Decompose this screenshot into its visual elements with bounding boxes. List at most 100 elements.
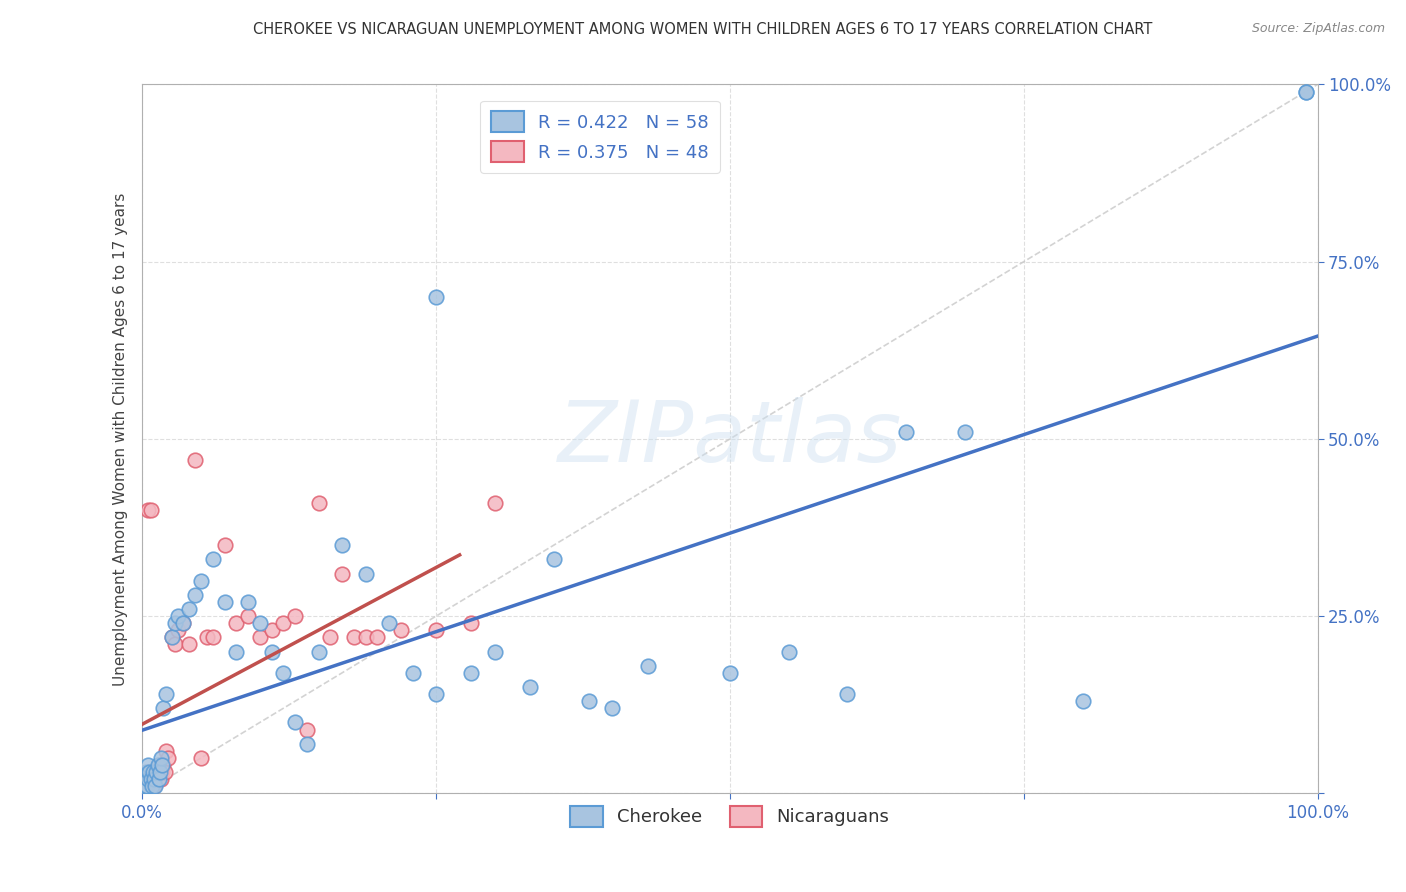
Point <box>543 552 565 566</box>
Point <box>330 566 353 581</box>
Point <box>148 758 170 772</box>
Point <box>139 772 162 787</box>
Legend: Cherokee, Nicaraguans: Cherokee, Nicaraguans <box>564 798 897 834</box>
Point <box>236 609 259 624</box>
Point <box>249 616 271 631</box>
Point <box>214 538 236 552</box>
Point <box>143 772 166 787</box>
Point <box>389 624 412 638</box>
Point <box>425 687 447 701</box>
Point <box>146 772 169 787</box>
Point <box>138 765 160 780</box>
Point <box>157 751 180 765</box>
Point <box>778 644 800 658</box>
Point <box>1295 85 1317 99</box>
Point <box>149 765 172 780</box>
Point <box>136 503 159 517</box>
Point <box>142 765 165 780</box>
Point <box>150 772 173 787</box>
Point <box>135 765 157 780</box>
Point <box>141 772 163 787</box>
Point <box>132 779 155 793</box>
Text: Source: ZipAtlas.com: Source: ZipAtlas.com <box>1251 22 1385 36</box>
Point <box>179 638 201 652</box>
Point <box>425 624 447 638</box>
Point <box>135 779 157 793</box>
Point <box>136 765 159 780</box>
Point <box>143 779 166 793</box>
Point <box>139 503 162 517</box>
Point <box>273 616 295 631</box>
Point <box>134 772 156 787</box>
Point <box>172 616 194 631</box>
Point <box>602 701 624 715</box>
Point <box>1295 85 1317 99</box>
Point <box>1071 694 1094 708</box>
Point <box>354 631 377 645</box>
Point <box>366 631 388 645</box>
Point <box>295 723 318 737</box>
Point <box>160 631 183 645</box>
Point <box>273 665 295 680</box>
Point <box>378 616 401 631</box>
Point <box>260 624 283 638</box>
Point <box>225 616 247 631</box>
Point <box>135 772 157 787</box>
Point <box>136 758 159 772</box>
Point <box>308 496 330 510</box>
Point <box>153 765 176 780</box>
Point <box>152 758 174 772</box>
Point <box>354 566 377 581</box>
Point <box>284 715 307 730</box>
Point <box>132 779 155 793</box>
Point <box>143 772 166 787</box>
Point <box>425 290 447 304</box>
Point <box>225 644 247 658</box>
Point <box>460 616 482 631</box>
Point <box>260 644 283 658</box>
Point <box>190 751 212 765</box>
Point <box>519 680 541 694</box>
Point <box>149 765 172 780</box>
Point <box>343 631 366 645</box>
Point <box>896 425 918 439</box>
Point <box>166 609 188 624</box>
Point <box>136 779 159 793</box>
Point <box>155 744 177 758</box>
Point <box>166 624 188 638</box>
Point <box>484 496 506 510</box>
Point <box>152 701 174 715</box>
Point <box>295 737 318 751</box>
Point <box>330 538 353 552</box>
Point <box>150 765 173 780</box>
Point <box>138 772 160 787</box>
Text: CHEROKEE VS NICARAGUAN UNEMPLOYMENT AMONG WOMEN WITH CHILDREN AGES 6 TO 17 YEARS: CHEROKEE VS NICARAGUAN UNEMPLOYMENT AMON… <box>253 22 1153 37</box>
Point <box>145 765 167 780</box>
Point <box>142 765 165 780</box>
Point <box>578 694 600 708</box>
Point <box>184 453 207 467</box>
Point <box>837 687 859 701</box>
Point <box>160 631 183 645</box>
Point <box>190 574 212 588</box>
Y-axis label: Unemployment Among Women with Children Ages 6 to 17 years: Unemployment Among Women with Children A… <box>114 192 128 686</box>
Point <box>143 779 166 793</box>
Point <box>150 758 173 772</box>
Point <box>249 631 271 645</box>
Point <box>484 644 506 658</box>
Point <box>637 658 659 673</box>
Point <box>139 765 162 780</box>
Point <box>148 772 170 787</box>
Point <box>195 631 218 645</box>
Point <box>184 588 207 602</box>
Point <box>284 609 307 624</box>
Point <box>155 687 177 701</box>
Point <box>145 765 167 780</box>
Point <box>179 602 201 616</box>
Point <box>141 779 163 793</box>
Point <box>319 631 342 645</box>
Point <box>165 638 187 652</box>
Point <box>172 616 194 631</box>
Point <box>236 595 259 609</box>
Point <box>401 665 423 680</box>
